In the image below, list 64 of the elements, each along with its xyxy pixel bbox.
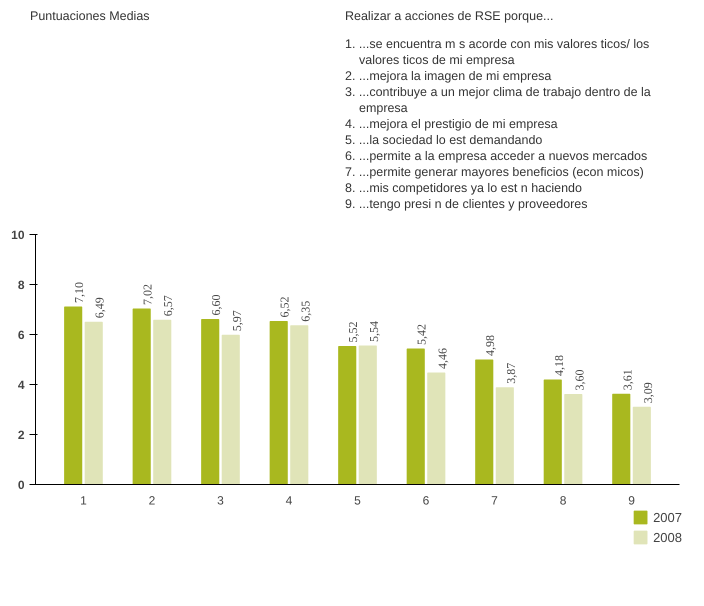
bar xyxy=(222,334,240,484)
bar xyxy=(270,321,288,484)
text: 4. ...mejora el prestigio de mi empresa xyxy=(345,116,559,132)
data-label: 5,54 xyxy=(366,321,381,342)
text: 7. ...permite generar mayores beneficios (econ micos) xyxy=(345,164,645,180)
chart-title: Puntuaciones Medias xyxy=(29,8,151,25)
text: 2. ...mejora la imagen de mi empresa xyxy=(345,68,552,84)
text: 5. ...la sociedad lo est demandando xyxy=(345,132,544,148)
y-tick-label: 2 xyxy=(18,428,25,442)
x-tick-label: 4 xyxy=(286,494,293,508)
text: 1. ...se encuentra m s acorde con mis valores ticos/ los valores ticos de mi empresa xyxy=(345,36,650,68)
data-label: 6,49 xyxy=(92,297,107,318)
bar xyxy=(496,387,514,484)
data-label: 4,98 xyxy=(483,335,498,356)
x-tick-label: 6 xyxy=(422,494,430,508)
data-label: 5,42 xyxy=(414,324,429,345)
x-tick-label: 9 xyxy=(628,494,636,508)
bar xyxy=(64,306,82,484)
bar xyxy=(338,346,356,484)
text: 9. ...tengo presi n de clientes y proveedores xyxy=(345,196,589,212)
text: 8. ...mis competidores ya lo est n haciendo xyxy=(345,180,583,196)
data-label: 6,57 xyxy=(161,295,176,316)
bar xyxy=(201,319,220,484)
text: Realizar a acciones de RSE porque... xyxy=(345,8,554,24)
data-label: 6,52 xyxy=(278,296,292,318)
bar xyxy=(427,372,446,484)
bar xyxy=(632,406,651,484)
y-tick-label: 0 xyxy=(18,478,25,492)
data-label: 7,02 xyxy=(140,284,155,305)
data-label: 7,10 xyxy=(72,282,86,303)
text: 6. ...permite a la empresa acceder a nuevos mercados xyxy=(345,148,648,164)
x-tick-label: 3 xyxy=(217,494,224,508)
data-label: 3,60 xyxy=(572,370,586,390)
data-label: 3,87 xyxy=(504,362,518,384)
data-label: 5,52 xyxy=(346,322,360,342)
x-tick-label: 5 xyxy=(354,494,362,508)
data-label: 3,09 xyxy=(640,382,655,404)
data-label: 4,18 xyxy=(552,355,566,376)
legend-label: 2007 xyxy=(653,509,682,525)
y-tick-label: 6 xyxy=(18,328,25,342)
bar xyxy=(358,346,377,484)
y-tick-label: 10 xyxy=(11,228,25,242)
x-tick-label: 8 xyxy=(560,494,567,508)
x-tick-label: 7 xyxy=(491,494,498,508)
text: 3. ...contribuye a un mejor clima de trabajo dentro de la empresa xyxy=(345,84,652,116)
bar xyxy=(153,320,172,484)
bar xyxy=(84,322,103,484)
legend-label: 2008 xyxy=(653,529,682,545)
bar xyxy=(290,325,308,484)
data-label: 5,97 xyxy=(230,310,244,332)
bar xyxy=(475,360,494,484)
bar xyxy=(612,394,630,484)
data-label: 6,35 xyxy=(298,300,312,322)
bar xyxy=(544,380,562,484)
y-tick-label: 4 xyxy=(18,378,25,392)
bar xyxy=(564,394,582,484)
data-label: 4,46 xyxy=(435,348,450,369)
bar xyxy=(132,308,151,484)
data-label: 3,61 xyxy=(620,369,634,390)
x-tick-label: 1 xyxy=(80,494,88,508)
data-label: 6,60 xyxy=(209,294,224,316)
y-tick-label: 8 xyxy=(18,278,25,292)
bar xyxy=(406,348,425,484)
x-tick-label: 2 xyxy=(148,494,156,508)
